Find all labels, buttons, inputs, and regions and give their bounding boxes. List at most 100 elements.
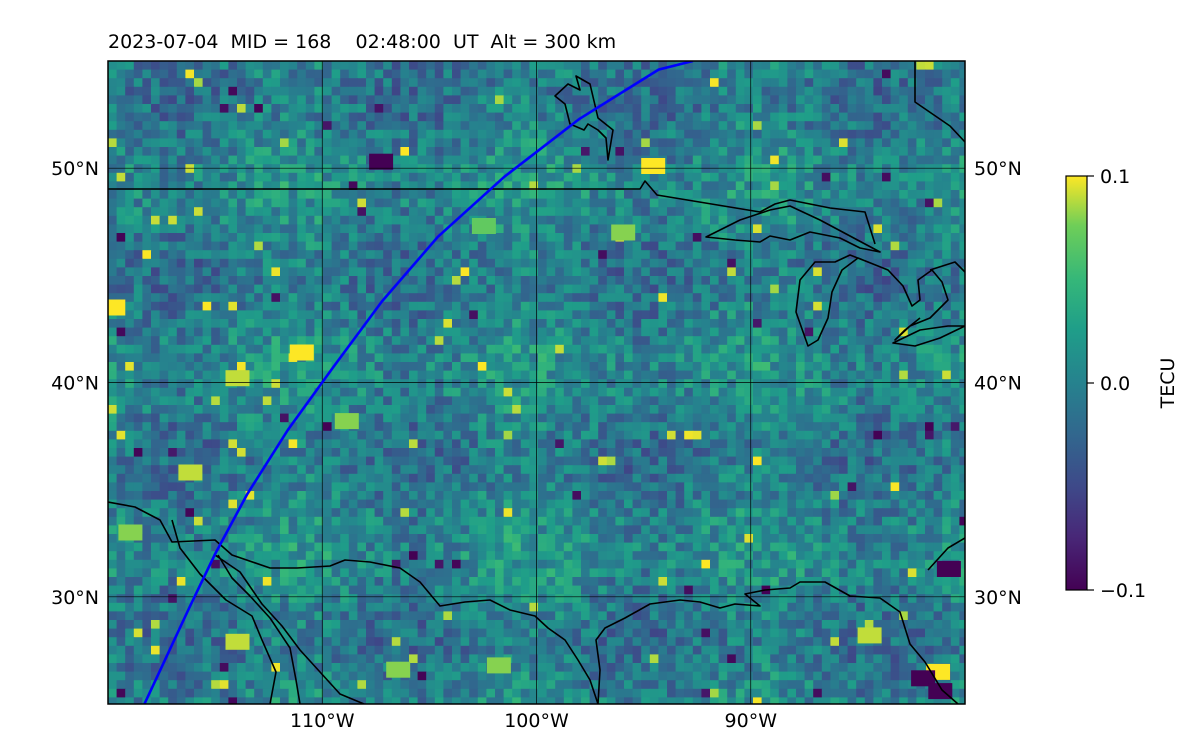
- heatmap-cell: [409, 370, 419, 380]
- heatmap-cell: [185, 267, 195, 277]
- heatmap-cell: [847, 95, 857, 105]
- heatmap-cell: [348, 129, 358, 139]
- heatmap-cell: [426, 138, 436, 148]
- heatmap-cell: [348, 267, 358, 277]
- heatmap-cell: [925, 293, 935, 303]
- heatmap-cell: [108, 224, 118, 234]
- heatmap-cell: [142, 396, 152, 406]
- heatmap-cell: [262, 86, 272, 96]
- heatmap-cell: [761, 78, 771, 88]
- heatmap-cell: [391, 250, 401, 260]
- heatmap-cell: [185, 448, 195, 458]
- heatmap-cell: [176, 336, 186, 346]
- heatmap-cell: [417, 129, 427, 139]
- heatmap-cell: [796, 61, 806, 71]
- heatmap-cell: [942, 353, 952, 363]
- heatmap-cell: [753, 473, 763, 483]
- heatmap-cell: [658, 301, 668, 311]
- heatmap-cell: [546, 413, 556, 423]
- heatmap-cell: [219, 430, 229, 440]
- heatmap-cell: [168, 95, 178, 105]
- heatmap-cell: [606, 482, 616, 492]
- heatmap-cell: [185, 344, 195, 354]
- heatmap-cell: [159, 172, 169, 182]
- heatmap-cell: [761, 181, 771, 191]
- heatmap-cell: [744, 430, 754, 440]
- heatmap-cell: [254, 456, 264, 466]
- heatmap-cell: [409, 276, 419, 286]
- heatmap-cell: [778, 430, 788, 440]
- heatmap-cell: [142, 95, 152, 105]
- heatmap-cell: [933, 172, 943, 182]
- heatmap-cell: [804, 327, 814, 337]
- heatmap-cell: [340, 370, 350, 380]
- heatmap-cell: [675, 61, 685, 71]
- heatmap-cell: [813, 78, 823, 88]
- heatmap-cell: [237, 387, 247, 397]
- heatmap-cell: [434, 353, 444, 363]
- heatmap-cell: [374, 422, 384, 432]
- heatmap-cell: [211, 121, 221, 131]
- heatmap-cell: [133, 276, 143, 286]
- heatmap-cell: [632, 362, 642, 372]
- heatmap-cell: [710, 147, 720, 157]
- heatmap-cell: [331, 405, 341, 415]
- heatmap-cell: [142, 78, 152, 88]
- heatmap-cell: [176, 353, 186, 363]
- heatmap-cell: [477, 69, 487, 79]
- heatmap-cell: [813, 207, 823, 217]
- heatmap-cell: [813, 379, 823, 389]
- heatmap-cell: [108, 267, 118, 277]
- heatmap-cell: [882, 121, 892, 131]
- heatmap-cell: [142, 241, 152, 251]
- heatmap-cell: [667, 121, 677, 131]
- heatmap-cell: [649, 387, 659, 397]
- heatmap-cell: [589, 396, 599, 406]
- heatmap-cell: [770, 190, 780, 200]
- heatmap-cell: [546, 439, 556, 449]
- heatmap-cell: [228, 327, 238, 337]
- heatmap-cell: [348, 224, 358, 234]
- heatmap-cell: [202, 112, 212, 122]
- heatmap-cell: [787, 198, 797, 208]
- heatmap-cell: [925, 215, 935, 225]
- heatmap-cell: [916, 164, 926, 174]
- heatmap-cell: [907, 482, 917, 492]
- heatmap-cell: [271, 439, 281, 449]
- heatmap-cell: [727, 387, 737, 397]
- heatmap-cell: [718, 465, 728, 475]
- heatmap-cell: [770, 138, 780, 148]
- heatmap-cell: [684, 69, 694, 79]
- heatmap-cell: [434, 276, 444, 286]
- heatmap-cell: [374, 456, 384, 466]
- heatmap-cell: [787, 181, 797, 191]
- heatmap-cell: [667, 155, 677, 165]
- heatmap-cell: [185, 379, 195, 389]
- heatmap-cell: [641, 465, 651, 475]
- heatmap-cell: [314, 121, 324, 131]
- heatmap-cell: [469, 129, 479, 139]
- heatmap-cell: [830, 439, 840, 449]
- heatmap-cell: [555, 112, 565, 122]
- heatmap-cell: [237, 198, 247, 208]
- heatmap-cell: [538, 456, 548, 466]
- heatmap-cell: [615, 456, 625, 466]
- heatmap-cell: [821, 121, 831, 131]
- heatmap-cell: [942, 465, 952, 475]
- heatmap-cell: [125, 319, 135, 329]
- heatmap-cell: [331, 379, 341, 389]
- heatmap-cell: [624, 336, 634, 346]
- heatmap-cell: [159, 473, 169, 483]
- heatmap-cell: [460, 147, 470, 157]
- heatmap-cell: [615, 95, 625, 105]
- heatmap-cell: [753, 327, 763, 337]
- heatmap-cell: [254, 129, 264, 139]
- heatmap-cell: [469, 69, 479, 79]
- heatmap-cell: [882, 138, 892, 148]
- heatmap-cell: [882, 172, 892, 182]
- heatmap-cell: [684, 86, 694, 96]
- heatmap-cell: [348, 181, 358, 191]
- heatmap-cell: [331, 172, 341, 182]
- heatmap-cell: [658, 147, 668, 157]
- heatmap-cell: [194, 379, 204, 389]
